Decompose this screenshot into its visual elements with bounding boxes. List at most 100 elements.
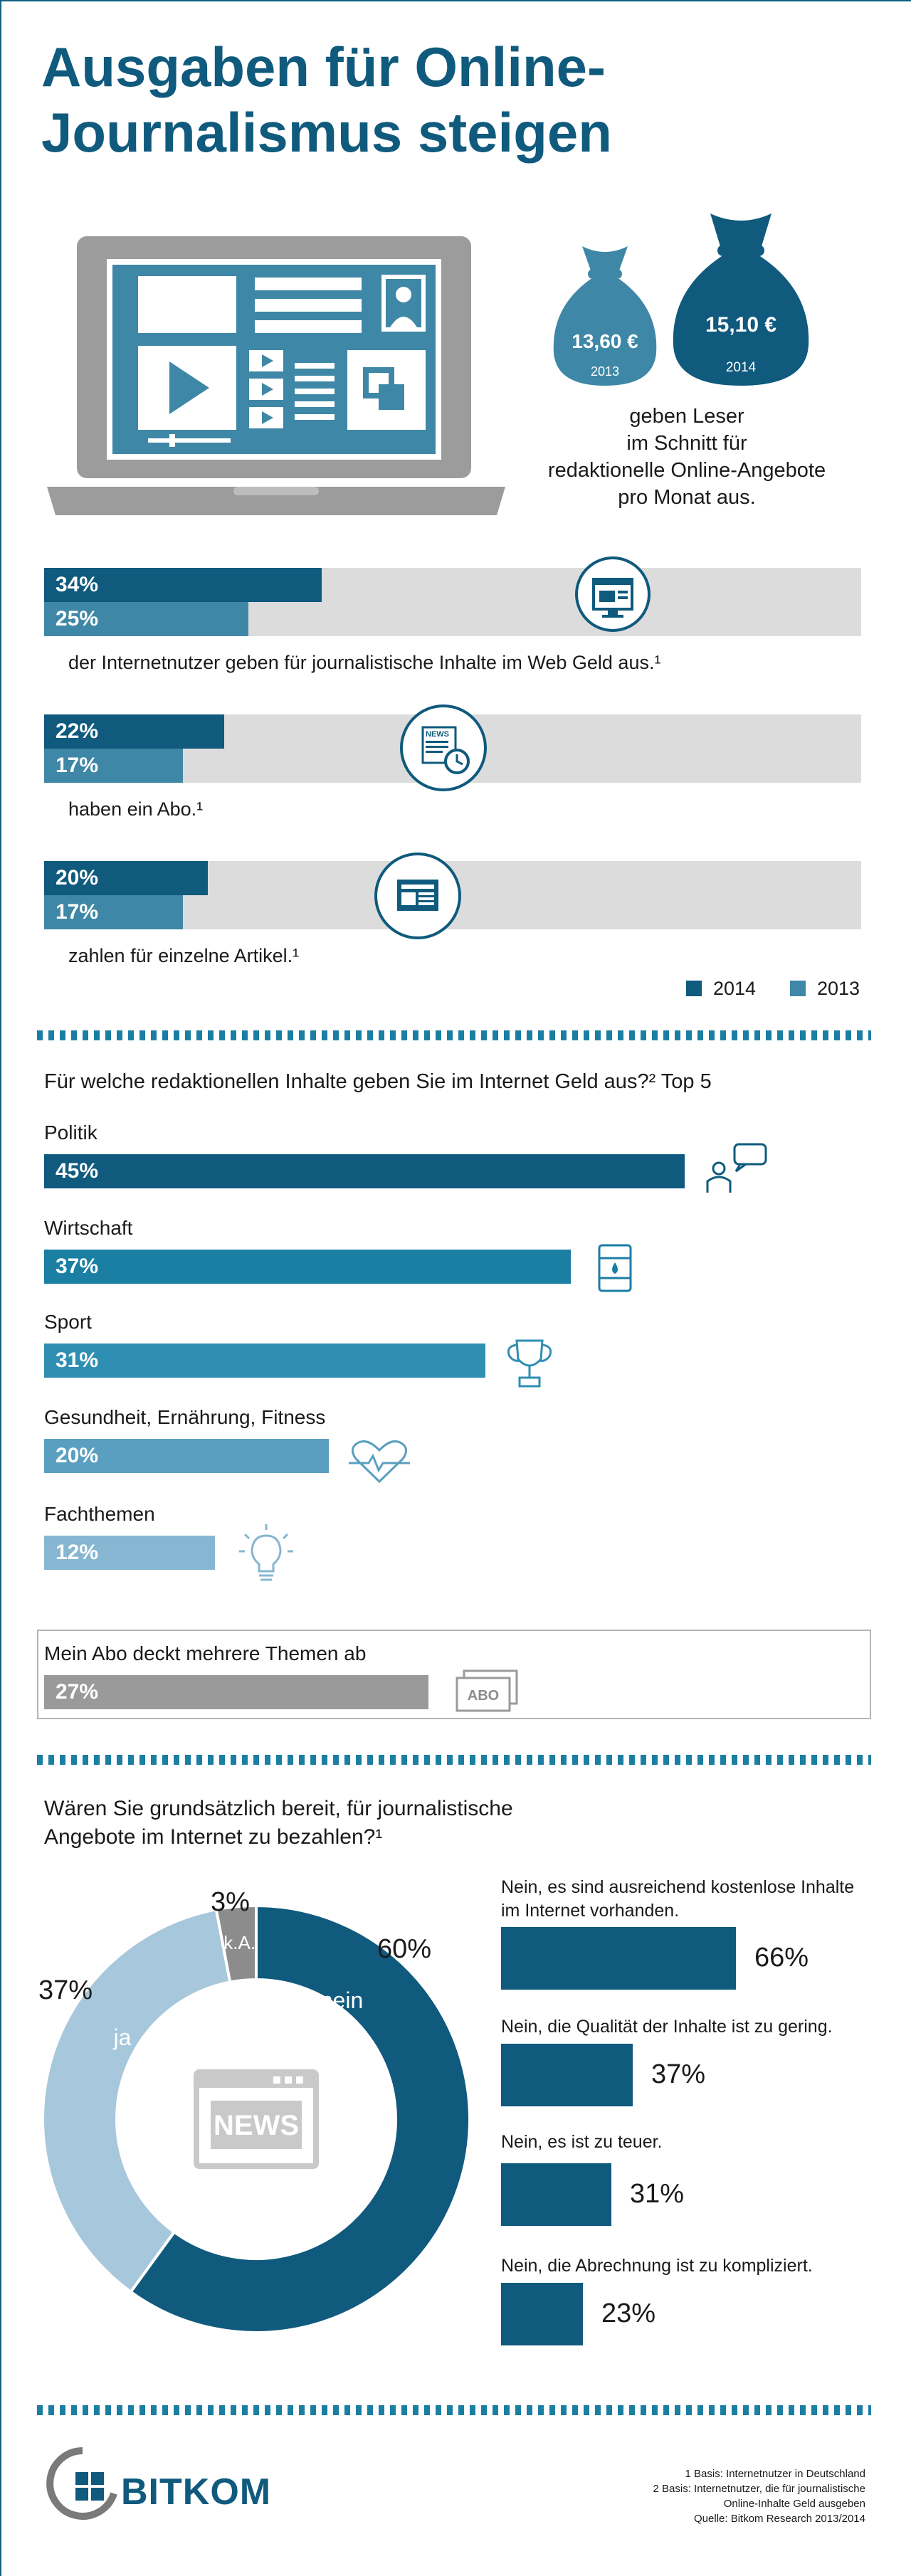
year-2013-label: 2013 (590, 364, 620, 379)
footnote-line: 2 Basis: Internetnutzer, die für journal… (653, 2483, 866, 2495)
topic-bar (44, 1675, 428, 1709)
topic-label: Mein Abo deckt mehrere Themen ab (44, 1642, 367, 1664)
bitkom-logo-text: BITKOM (121, 2471, 272, 2513)
legend-label-2014: 2014 (713, 978, 757, 999)
topic-bar-value: 12% (56, 1541, 99, 1564)
bar-value-label: 22% (56, 719, 99, 743)
abo-box (37, 1630, 871, 1719)
legend-swatch-2013 (790, 981, 806, 996)
spending-caption: geben Leser im Schnitt für redaktionelle… (520, 403, 854, 511)
topic-bar-value: 37% (56, 1255, 99, 1278)
speech-bubble-person-icon (706, 1143, 767, 1193)
reason-bar (501, 2163, 611, 2226)
amount-2013: 13,60 € (572, 330, 638, 352)
bar-2014 (44, 568, 322, 602)
reason-bar (501, 2044, 633, 2106)
topic-bar-value: 27% (56, 1680, 99, 1704)
bar-2013 (44, 602, 248, 636)
footnotes: 1 Basis: Internetnutzer in Deutschland 2… (541, 2466, 866, 2526)
topic-bar (44, 1536, 215, 1570)
donut-slice-k.A. (214, 1904, 258, 1984)
bar-caption: zahlen für einzelne Artikel.¹ (68, 945, 300, 966)
laptop-icon (47, 236, 505, 515)
title-line-1: Ausgaben für Online- (41, 36, 606, 98)
legend-label-2013: 2013 (817, 978, 860, 999)
svg-text:NEWS: NEWS (426, 730, 449, 739)
divider (37, 1030, 871, 1040)
donut-category-label: nein (320, 1988, 364, 2013)
topic-bar (44, 1344, 485, 1378)
bar-2014 (44, 714, 224, 749)
bar-value-label: 34% (56, 573, 99, 596)
spending-caption-line: redaktionelle Online-Angebote (547, 459, 826, 482)
legend-swatch-2014 (686, 981, 702, 996)
footnote-line: 1 Basis: Internetnutzer in Deutschland (685, 2468, 865, 2480)
topic-bar (44, 1439, 329, 1473)
spending-caption-line: im Schnitt für (626, 432, 747, 455)
bitkom-logo-icon (46, 2447, 117, 2520)
oil-barrel-icon (598, 1244, 632, 1292)
reason-label: Nein, es ist zu teuer. (501, 2132, 663, 2152)
amount-2014: 15,10 € (705, 313, 777, 337)
bar-caption: der Internetnutzer geben für journalisti… (68, 652, 661, 673)
article-icon (374, 852, 461, 939)
reason-bar (501, 1927, 736, 1990)
topic-bar-value: 45% (56, 1159, 99, 1183)
topics-chart-title: Für welche redaktionellen Inhalte geben … (44, 1070, 712, 1093)
title-line-2: Journalismus steigen (41, 101, 612, 164)
bar-caption: haben ein Abo.¹ (68, 798, 204, 820)
reason-label: Nein, die Abrechnung ist zu kompliziert. (501, 2256, 813, 2276)
bar-value-label: 25% (56, 607, 99, 630)
topic-label: Wirtschaft (44, 1217, 133, 1239)
donut-percent-label: 60% (377, 1934, 432, 1964)
topic-bar-value: 31% (56, 1348, 99, 1372)
reason-label: Nein, es sind ausreichend kostenlose Inh… (501, 1877, 855, 1921)
abo-text: ABO (468, 1688, 499, 1704)
divider (37, 2405, 871, 2415)
topic-label: Sport (44, 1311, 92, 1333)
bar-2013 (44, 749, 184, 783)
heart-pulse-icon (349, 1440, 410, 1484)
spending-caption-line: pro Monat aus. (618, 486, 756, 509)
topic-bar-value: 20% (56, 1444, 99, 1467)
willingness-donut-chart: nein ja k.A. (41, 1904, 471, 2334)
lightbulb-icon (239, 1524, 293, 1581)
topic-label: Politik (44, 1121, 98, 1144)
donut-percent-label: 37% (38, 1975, 93, 2005)
reason-value: 37% (651, 2059, 706, 2089)
topic-label: Fachthemen (44, 1503, 155, 1525)
topic-bar (44, 1250, 571, 1284)
reason-value: 23% (601, 2298, 656, 2328)
money-bag-2013-icon (553, 246, 657, 386)
bar-value-label: 17% (56, 900, 99, 924)
donut-percent-label: 3% (211, 1887, 250, 1917)
divider (37, 1755, 871, 1765)
bar-2014 (44, 861, 208, 895)
spending-caption-line: geben Leser (629, 405, 744, 428)
abo-stamp-icon: ABO (456, 1669, 518, 1712)
footnote-line: Online-Inhalte Geld ausgeben (723, 2498, 865, 2510)
bar-value-label: 20% (56, 866, 99, 890)
news-window-icon: NEWS (194, 2069, 319, 2169)
news-clock-icon: NEWS (400, 704, 487, 791)
reason-value: 66% (754, 1943, 809, 1973)
donut-slice-ja (41, 1907, 232, 2294)
bar-2013 (44, 895, 184, 929)
page-title: Ausgaben für Online- Journalismus steige… (41, 34, 612, 165)
donut-slice-nein (128, 1904, 471, 2334)
money-bag-2014-icon (673, 213, 809, 386)
bar-value-label: 17% (56, 754, 99, 777)
topic-bar (44, 1154, 685, 1188)
web-page-icon (575, 556, 651, 632)
footnote-line: Quelle: Bitkom Research 2013/2014 (694, 2513, 865, 2525)
topic-label: Gesundheit, Ernährung, Fitness (44, 1406, 326, 1428)
willingness-chart-title: Wären Sie grundsätzlich bereit, für jour… (44, 1797, 513, 1849)
reason-label: Nein, die Qualität der Inhalte ist zu ge… (501, 2017, 833, 2037)
donut-category-label: k.A. (223, 1932, 256, 1953)
donut-category-label: ja (113, 2025, 132, 2050)
news-text: NEWS (214, 2110, 299, 2141)
trophy-icon (507, 1339, 552, 1388)
year-2014-label: 2014 (725, 360, 757, 375)
